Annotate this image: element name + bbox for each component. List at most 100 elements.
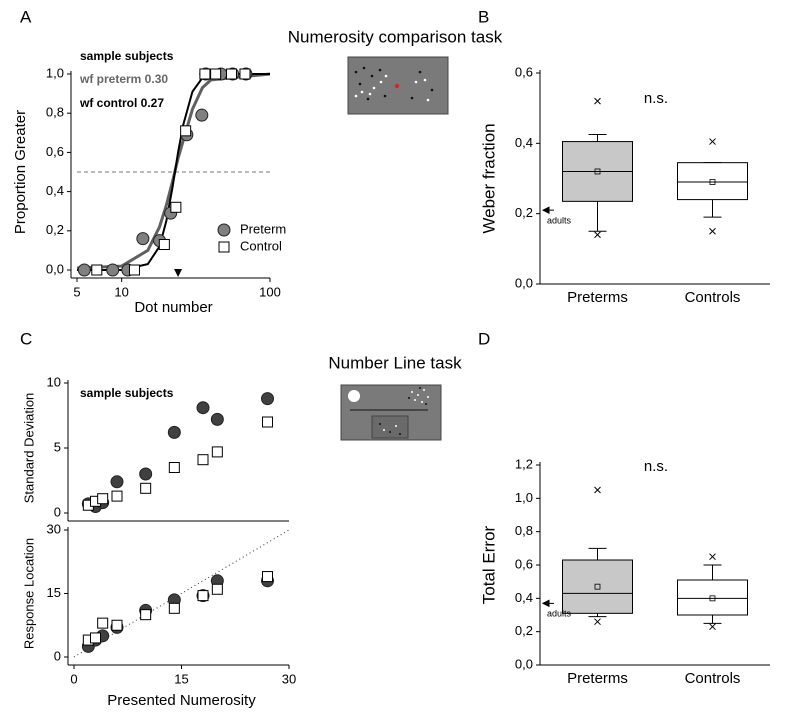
x-axis-label: Dot number bbox=[134, 299, 212, 316]
y-tick-label: 0 bbox=[54, 504, 61, 519]
box bbox=[677, 162, 748, 201]
flier bbox=[594, 231, 601, 239]
data-point bbox=[261, 392, 274, 406]
panel-label: D bbox=[478, 329, 490, 348]
box bbox=[677, 579, 748, 616]
y-axis-label: Standard Deviation bbox=[21, 393, 36, 504]
x-tick-label: 10 bbox=[114, 284, 128, 299]
data-point bbox=[180, 125, 192, 137]
data-point bbox=[197, 454, 209, 466]
data-point bbox=[262, 416, 273, 428]
data-point bbox=[139, 467, 153, 481]
identity-line bbox=[73, 529, 290, 658]
y-tick-label: 0,2 bbox=[515, 623, 533, 638]
x-tick-label: 100 bbox=[259, 284, 281, 299]
data-point bbox=[111, 490, 123, 502]
flier bbox=[709, 138, 716, 145]
y-tick-label: 0,0 bbox=[515, 275, 533, 290]
section-title: Number Line task bbox=[328, 353, 462, 372]
data-point bbox=[210, 68, 222, 80]
flier bbox=[594, 97, 601, 105]
data-point bbox=[97, 617, 109, 629]
y-tick-label: 0 bbox=[54, 648, 61, 663]
y-axis-label: Proportion Greater bbox=[12, 110, 29, 234]
x-tick-label: 5 bbox=[73, 284, 80, 299]
data-point bbox=[170, 201, 182, 213]
data-point bbox=[197, 590, 209, 602]
box bbox=[562, 559, 633, 614]
reference-label: adults bbox=[547, 216, 572, 226]
y-tick-label: 0,6 bbox=[515, 556, 533, 571]
annotation: wf control 0.27 bbox=[79, 96, 164, 110]
panel-label: A bbox=[20, 7, 32, 26]
annotation: n.s. bbox=[644, 90, 668, 107]
data-point bbox=[97, 493, 109, 505]
y-tick-label: 0,0 bbox=[46, 261, 64, 276]
data-point bbox=[140, 609, 152, 621]
y-tick-label: 0,8 bbox=[515, 523, 533, 538]
annotation: sample subjects bbox=[80, 49, 174, 63]
y-tick-label: 0,4 bbox=[515, 135, 533, 150]
legend-marker bbox=[218, 241, 230, 253]
legend-label: Preterm bbox=[240, 221, 286, 236]
task-inset bbox=[347, 56, 449, 115]
data-point bbox=[225, 68, 237, 80]
data-point bbox=[91, 264, 103, 276]
data-point bbox=[167, 425, 181, 439]
flier bbox=[709, 553, 716, 561]
y-tick-label: 1,0 bbox=[46, 65, 64, 80]
flier bbox=[594, 486, 601, 494]
mean bbox=[594, 168, 601, 175]
x-tick-label: Controls bbox=[685, 670, 741, 687]
legend-label: Control bbox=[240, 238, 282, 253]
data-point bbox=[199, 68, 211, 80]
data-point bbox=[77, 263, 91, 277]
data-point bbox=[196, 401, 210, 415]
reference-label: adults bbox=[547, 609, 572, 619]
y-axis-label: Weber fraction bbox=[479, 123, 498, 233]
x-tick-label: Controls bbox=[685, 289, 741, 306]
data-point bbox=[136, 232, 150, 246]
data-point bbox=[168, 602, 180, 614]
y-tick-label: 30 bbox=[47, 521, 61, 536]
x-tick-label: 15 bbox=[174, 671, 188, 686]
flier bbox=[709, 227, 716, 235]
y-axis-label: Response Location bbox=[21, 538, 36, 649]
y-axis-label: Total Error bbox=[479, 525, 498, 604]
mean bbox=[709, 595, 716, 602]
y-tick-label: 0,2 bbox=[46, 222, 64, 237]
data-point bbox=[111, 619, 123, 631]
reference-arrow bbox=[541, 599, 554, 608]
mean bbox=[709, 179, 716, 185]
x-axis-label: Presented Numerosity bbox=[107, 692, 256, 709]
x-tick-label: Preterms bbox=[567, 670, 628, 687]
data-point bbox=[110, 475, 124, 489]
panel-label: C bbox=[20, 329, 32, 348]
task-inset bbox=[340, 384, 442, 441]
x-tick-label: 30 bbox=[282, 671, 296, 686]
annotation: wf preterm 0.30 bbox=[79, 72, 168, 86]
y-tick-label: 0,6 bbox=[515, 64, 533, 79]
y-tick-label: 1,2 bbox=[515, 456, 533, 471]
data-point bbox=[211, 446, 223, 458]
section-title: Numerosity comparison task bbox=[288, 27, 503, 46]
panel-label: B bbox=[478, 7, 489, 26]
data-point bbox=[195, 108, 209, 122]
data-point bbox=[158, 239, 170, 251]
annotation: sample subjects bbox=[80, 386, 174, 400]
y-tick-label: 0,6 bbox=[46, 144, 64, 159]
data-point bbox=[211, 583, 223, 595]
annotation: n.s. bbox=[644, 458, 668, 475]
data-point bbox=[106, 263, 120, 277]
y-tick-label: 10 bbox=[47, 374, 61, 389]
y-tick-label: 0,8 bbox=[46, 105, 64, 120]
x-tick-label: Preterms bbox=[567, 289, 628, 306]
data-point bbox=[262, 571, 273, 583]
data-point bbox=[128, 264, 140, 276]
mean bbox=[594, 583, 601, 590]
reference-arrow bbox=[541, 206, 554, 214]
legend-marker bbox=[217, 223, 231, 237]
y-tick-label: 0,4 bbox=[515, 590, 533, 605]
pse-arrow bbox=[174, 269, 183, 277]
y-tick-label: 1,0 bbox=[515, 490, 533, 505]
